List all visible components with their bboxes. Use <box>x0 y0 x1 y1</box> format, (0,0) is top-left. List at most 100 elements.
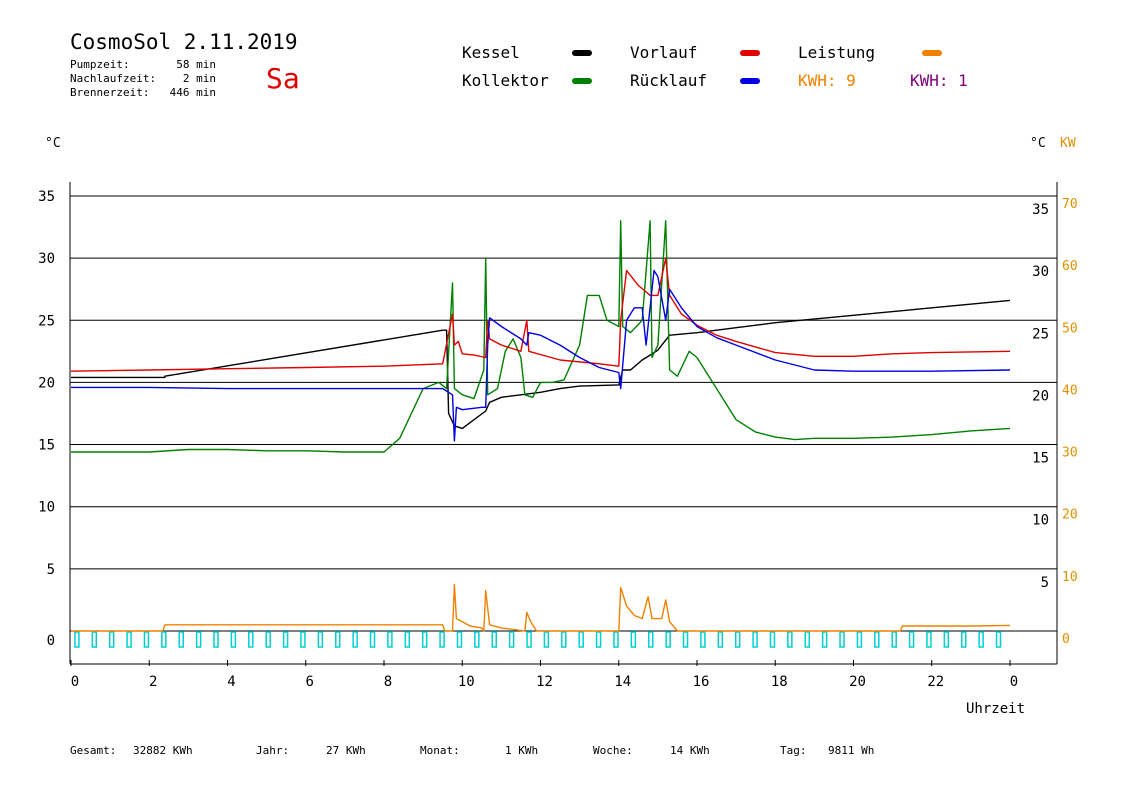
footer-gesamt-label: Gesamt: <box>70 744 117 757</box>
x-tick-2: 4 <box>227 674 235 690</box>
pump-marker <box>526 631 532 648</box>
pump-marker <box>561 631 567 648</box>
series-kollektor <box>71 220 1011 453</box>
stat-value-pumpzeit: 58 min <box>176 58 216 71</box>
right-tick-kw-60: 60 <box>1062 259 1078 274</box>
right-tick-c-20: 20 <box>1032 388 1049 404</box>
legend-vorlauf-swatch <box>740 50 760 56</box>
pump-marker <box>369 631 376 648</box>
left-tick-10: 10 <box>38 500 55 516</box>
series-layer <box>70 220 1011 648</box>
legend-kwh-total: KWH: 9 <box>798 71 856 90</box>
footer-woche-label: Woche: <box>593 744 633 757</box>
right-tick-c-30: 30 <box>1032 264 1049 280</box>
pump-marker <box>543 631 550 648</box>
pump-marker <box>439 631 445 648</box>
stat-label-brennerzeit: Brennerzeit: <box>70 86 150 99</box>
right-tick-kw-30: 30 <box>1062 446 1078 461</box>
footer-monat-value: 1 KWh <box>505 744 539 757</box>
footer-woche-value: 14 KWh <box>670 744 710 757</box>
left-axis-unit: °C <box>45 136 61 151</box>
pump-marker <box>874 631 880 648</box>
right-tick-c-10: 10 <box>1032 513 1049 529</box>
legend-kwh-secondary: KWH: 1 <box>910 71 968 90</box>
pump-marker <box>91 631 98 648</box>
pump-marker <box>978 631 984 648</box>
x-tick-5: 10 <box>458 674 475 690</box>
series-ruecklauf <box>71 269 1011 442</box>
x-tick-9: 18 <box>771 674 788 690</box>
right-axis-unit-celsius: °C <box>1030 136 1046 151</box>
pump-marker <box>995 631 1002 648</box>
left-tick-30: 30 <box>38 251 55 267</box>
legend-leistung-swatch <box>922 50 942 56</box>
pump-marker <box>161 631 167 648</box>
pump-marker <box>700 631 706 648</box>
pump-marker <box>421 631 428 648</box>
pump-marker <box>213 631 219 648</box>
pump-marker <box>195 631 202 648</box>
left-tick-20: 20 <box>38 375 55 391</box>
pump-marker <box>74 631 80 648</box>
legend-kessel-swatch <box>572 50 592 56</box>
pump-marker <box>926 631 932 648</box>
series-leistung <box>71 583 1011 632</box>
pump-marker <box>839 631 845 648</box>
pump-marker <box>352 631 358 648</box>
pump-marker <box>248 631 254 648</box>
stat-label-pumpzeit: Pumpzeit: <box>70 58 130 71</box>
grid-lines <box>70 195 1057 632</box>
footer-jahr-label: Jahr: <box>256 744 290 757</box>
pump-marker <box>143 631 150 648</box>
pump-marker <box>682 631 689 648</box>
right-tick-kw-0: 0 <box>1062 632 1070 647</box>
footer-jahr-value: 27 KWh <box>326 744 366 757</box>
pump-marker <box>769 631 776 648</box>
x-tick-12: 0 <box>1010 674 1018 690</box>
footer-tag-label: Tag: <box>780 744 807 757</box>
pump-marker <box>787 631 793 648</box>
pump-marker <box>334 631 341 648</box>
legend-kessel-label: Kessel <box>462 43 520 62</box>
pump-marker <box>943 631 950 648</box>
legend-ruecklauf-label: Rücklauf <box>630 71 708 90</box>
series-vorlauf <box>70 257 1011 372</box>
pump-marker <box>474 631 480 648</box>
pump-marker <box>230 631 237 648</box>
legend-kollektor-label: Kollektor <box>462 71 549 90</box>
pump-marker <box>508 631 515 648</box>
pump-marker <box>734 631 741 648</box>
x-tick-10: 20 <box>849 674 866 690</box>
x-tick-7: 14 <box>614 674 631 690</box>
x-tick-1: 2 <box>149 674 157 690</box>
pump-marker <box>717 631 724 648</box>
stat-value-brennerzeit: 446 min <box>169 86 216 99</box>
right-tick-c-25: 25 <box>1032 326 1049 342</box>
pump-marker <box>752 631 758 648</box>
pump-marker <box>821 631 828 648</box>
left-tick-25: 25 <box>38 313 55 329</box>
right-tick-kw-10: 10 <box>1062 570 1078 585</box>
right-tick-kw-70: 70 <box>1062 197 1078 212</box>
pump-marker <box>856 631 863 648</box>
pump-marker <box>300 631 306 648</box>
x-tick-0: 0 <box>71 674 79 690</box>
stat-label-nachlaufzeit: Nachlaufzeit: <box>70 72 157 85</box>
legend-vorlauf-label: Vorlauf <box>630 43 698 62</box>
pump-marker <box>630 631 637 648</box>
footer-monat-label: Monat: <box>420 744 460 757</box>
pump-marker <box>491 631 497 648</box>
pump-marker <box>908 631 915 648</box>
x-tick-3: 6 <box>306 674 314 690</box>
axis-layer: 0510152025303551015202530350102030405060… <box>38 182 1078 690</box>
pump-marker <box>126 631 132 648</box>
stat-value-nachlaufzeit: 2 min <box>182 72 216 85</box>
right-axis-unit-kw: KW <box>1060 136 1076 151</box>
pump-marker <box>317 631 324 648</box>
left-tick-0: 0 <box>47 633 55 649</box>
weekday-label: Sa <box>266 62 300 95</box>
pump-marker <box>404 631 411 648</box>
footer-tag-value: 9811 Wh <box>828 744 875 757</box>
right-tick-c-35: 35 <box>1032 202 1049 218</box>
